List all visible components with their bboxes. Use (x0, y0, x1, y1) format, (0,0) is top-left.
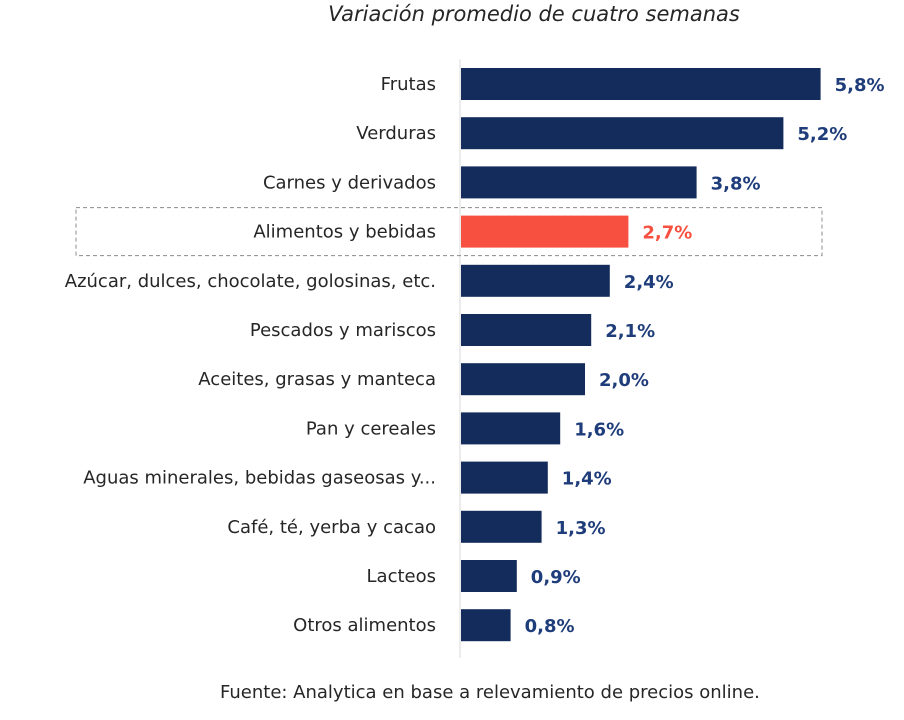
bar (461, 560, 517, 592)
value-label: 3,8% (711, 173, 761, 194)
bar (461, 117, 784, 150)
category-label: Lacteos (367, 566, 436, 587)
category-label: Pescados y mariscos (250, 320, 436, 341)
category-label: Azúcar, dulces, chocolate, golosinas, et… (65, 271, 436, 292)
category-label: Verduras (356, 123, 436, 144)
value-label: 2,1% (605, 321, 655, 342)
bar (461, 166, 697, 199)
category-label: Otros alimentos (293, 615, 436, 636)
value-label: 2,7% (642, 223, 692, 244)
bar (461, 510, 542, 543)
bar (461, 264, 610, 297)
value-label: 0,9% (531, 567, 581, 588)
value-label: 0,8% (525, 616, 575, 637)
bar (461, 412, 561, 445)
bar (461, 461, 548, 494)
value-label: 1,3% (556, 518, 606, 539)
category-label: Alimentos y bebidas (253, 222, 436, 243)
category-label: Carnes y derivados (263, 172, 436, 193)
category-label: Aguas minerales, bebidas gaseosas y... (83, 468, 436, 489)
highlight-box (75, 207, 823, 257)
value-label: 2,0% (599, 370, 649, 391)
category-label: Pan y cereales (306, 418, 436, 439)
bar (461, 215, 629, 248)
bar (461, 363, 585, 396)
value-label: 5,8% (835, 75, 885, 96)
category-label: Café, té, yerba y cacao (227, 517, 436, 538)
bar (461, 609, 511, 642)
bar (461, 68, 821, 100)
category-label: Frutas (381, 74, 436, 95)
value-label: 2,4% (624, 272, 674, 293)
chart-title: Variación promedio de cuatro semanas (328, 2, 740, 26)
category-label: Aceites, grasas y manteca (198, 369, 436, 390)
value-label: 1,6% (574, 419, 624, 440)
value-label: 5,2% (797, 124, 847, 145)
value-label: 1,4% (562, 469, 612, 490)
bar (461, 314, 592, 346)
chart-source: Fuente: Analytica en base a relevamiento… (220, 682, 760, 703)
